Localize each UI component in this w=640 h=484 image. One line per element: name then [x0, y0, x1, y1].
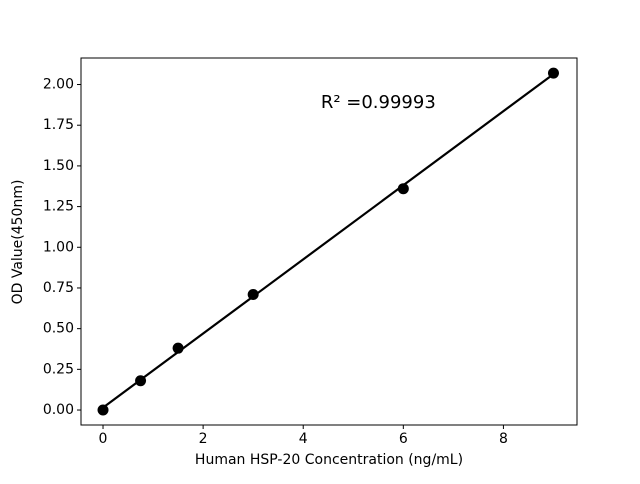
- y-tick-label: 1.75: [43, 117, 74, 133]
- data-point: [547, 67, 559, 79]
- x-tick-label: 8: [499, 431, 508, 447]
- r-squared-annotation: R² =0.99993: [321, 92, 436, 113]
- y-axis-ticks: 0.00 0.25 0.50 0.75 1.00 1.25 1.50 1.75 2.00: [43, 77, 81, 418]
- y-tick-label: 2.00: [43, 77, 74, 93]
- y-tick-label: 0.75: [43, 280, 74, 296]
- data-point: [135, 375, 147, 387]
- x-axis-label: Human HSP-20 Concentration (ng/mL): [195, 452, 463, 468]
- data-point: [247, 288, 259, 300]
- data-point: [397, 183, 409, 195]
- data-points: [97, 67, 559, 416]
- y-tick-label: 1.25: [43, 199, 74, 215]
- x-tick-label: 6: [399, 431, 408, 447]
- data-point: [97, 404, 109, 416]
- fit-line: [102, 73, 555, 409]
- x-tick-label: 4: [299, 431, 308, 447]
- y-tick-label: 0.00: [43, 402, 74, 418]
- y-tick-label: 1.00: [43, 239, 74, 255]
- y-tick-label: 1.50: [43, 158, 74, 174]
- x-tick-label: 0: [99, 431, 108, 447]
- x-axis-ticks: 0 2 4 6 8: [99, 425, 508, 447]
- data-point: [172, 342, 184, 354]
- plot-area: [80, 57, 578, 426]
- y-tick-label: 0.50: [43, 321, 74, 337]
- y-axis-label: OD Value(450nm): [10, 180, 26, 305]
- x-tick-label: 2: [199, 431, 208, 447]
- y-tick-label: 0.25: [43, 361, 74, 377]
